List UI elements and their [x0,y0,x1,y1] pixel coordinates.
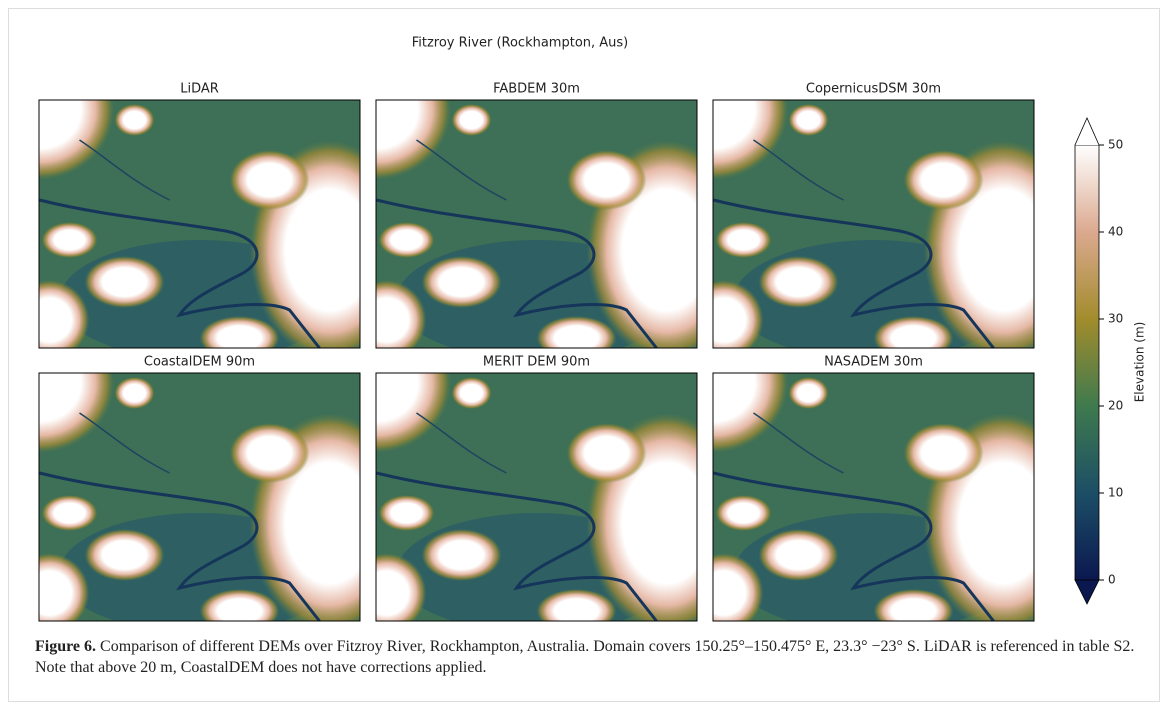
colorbar-tick-label: 50 [1108,138,1123,152]
colorbar [1075,145,1099,580]
colorbar-label: Elevation (m) [1133,322,1147,403]
colorbar-tick-label: 40 [1108,225,1123,239]
panel-title: CopernicusDSM 30m [806,82,941,97]
colorbar-tick-label: 30 [1108,312,1123,326]
panel-title: MERIT DEM 90m [483,355,590,370]
caption-label: Figure 6. [35,638,96,655]
panel-title: LiDAR [180,82,219,97]
figure-title: Fitzroy River (Rockhampton, Aus) [412,36,629,51]
colorbar-tick-label: 20 [1108,399,1123,413]
caption: Figure 6. Comparison of different DEMs o… [35,636,1135,678]
colorbar-tick-label: 0 [1108,573,1116,587]
colorbar-tick-label: 10 [1108,486,1123,500]
panel-title: NASADEM 30m [824,355,923,370]
figure: Fitzroy River (Rockhampton, Aus) Elevati… [0,0,1167,630]
colorbar-extend-min [1075,580,1099,604]
caption-text: Comparison of different DEMs over Fitzro… [35,638,1134,676]
colorbar-extend-max [1075,118,1099,145]
panel-title: CoastalDEM 90m [144,355,255,370]
panel-title: FABDEM 30m [493,82,580,97]
